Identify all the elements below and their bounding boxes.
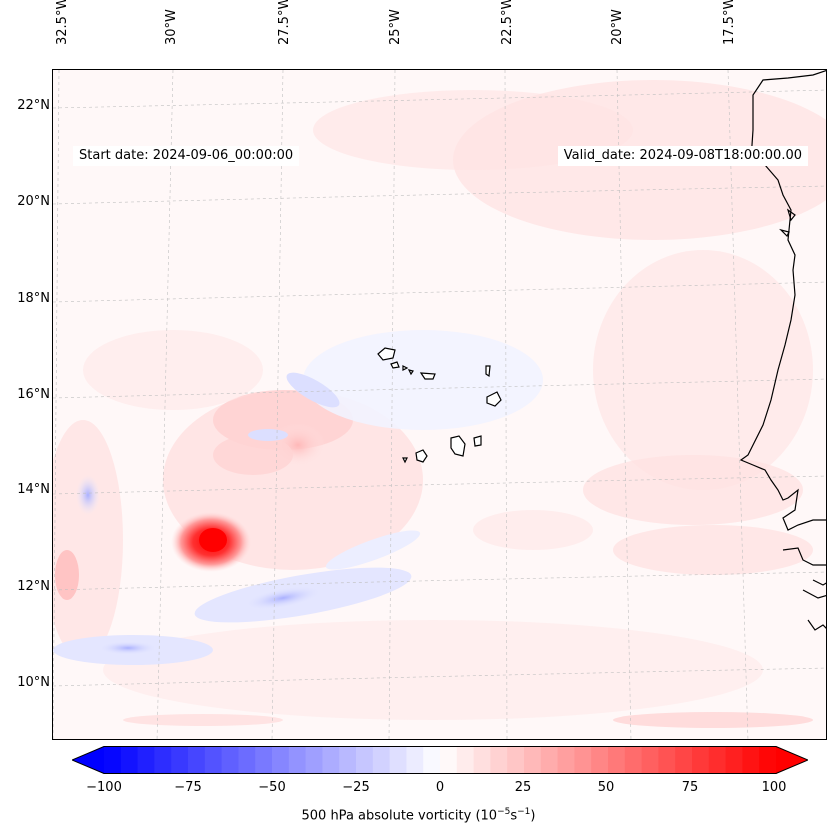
colorbar-segment — [389, 746, 407, 774]
lat-label: 22°N — [17, 98, 50, 113]
colorbar-segment — [406, 746, 424, 774]
colorbar-segment — [725, 746, 743, 774]
vorticity-maximum — [171, 512, 251, 572]
cape-verde-islands — [377, 347, 502, 464]
colorbar-tick: −25 — [342, 780, 370, 795]
colorbar-segment — [759, 746, 777, 774]
colorbar-tick: 75 — [681, 780, 699, 795]
colorbar-tick: 100 — [761, 780, 787, 795]
colorbar-segment — [490, 746, 508, 774]
colorbar-segment — [708, 746, 727, 774]
colorbar-segment — [137, 746, 155, 774]
colorbar-segment — [574, 746, 592, 774]
colorbar-segment — [557, 746, 575, 774]
vorticity-field — [53, 70, 826, 739]
colorbar-tick: 25 — [514, 780, 532, 795]
colorbar-segment — [339, 746, 357, 774]
colorbar-segment — [423, 746, 441, 774]
colorbar-segment — [104, 746, 122, 774]
lon-label: 30°W — [164, 9, 179, 45]
colorbar-segment — [507, 746, 525, 774]
colorbar-segment — [742, 746, 760, 774]
colorbar-extend-min — [72, 746, 104, 774]
colorbar-segment — [188, 746, 206, 774]
colorbar-segment — [524, 746, 542, 774]
colorbar-segment — [288, 746, 307, 774]
colorbar-segment — [171, 746, 189, 774]
colorbar-tick: 50 — [597, 780, 615, 795]
colorbar-segment — [540, 746, 559, 774]
lon-label: 32.5°W — [55, 0, 70, 45]
lon-label: 17.5°W — [722, 0, 737, 45]
valid-date-label: Valid_date: 2024-09-08T18:00:00.00 — [557, 146, 808, 166]
colorbar-segment — [591, 746, 609, 774]
colorbar-segment — [238, 746, 256, 774]
start-date-label: Start date: 2024-09-06_00:00:00 — [73, 146, 300, 166]
colorbar-segment — [624, 746, 643, 774]
colorbar-segment — [658, 746, 676, 774]
lon-label: 25°W — [388, 9, 403, 45]
lon-label: 22.5°W — [500, 0, 515, 45]
gridlines — [53, 70, 826, 739]
colorbar-segment — [221, 746, 239, 774]
lat-label: 12°N — [17, 579, 50, 594]
lat-label: 14°N — [17, 482, 50, 497]
lon-label: 27.5°W — [277, 0, 292, 45]
colorbar-tick: −100 — [86, 780, 122, 795]
colorbar-extend-max — [776, 746, 808, 774]
lat-label: 20°N — [17, 194, 50, 209]
colorbar-segment — [440, 746, 458, 774]
map-panel[interactable]: Start date: 2024-09-06_00:00:00 Valid_da… — [52, 69, 827, 740]
colorbar — [70, 746, 810, 774]
colorbar-label: 500 hPa absolute vorticity (10−5s−1) — [301, 807, 536, 824]
lat-label: 18°N — [17, 291, 50, 306]
lat-label: 16°N — [17, 387, 50, 402]
lon-label: 20°W — [610, 9, 625, 45]
colorbar-tick: −75 — [174, 780, 202, 795]
colorbar-segment — [255, 746, 273, 774]
colorbar-tick: 0 — [435, 780, 445, 795]
colorbar-segment — [120, 746, 139, 774]
colorbar-segment — [372, 746, 391, 774]
negative-vorticity-regions — [53, 330, 543, 665]
colorbar-segment — [692, 746, 710, 774]
positive-vorticity-regions — [53, 80, 826, 728]
colorbar-segment — [456, 746, 475, 774]
colorbar-segment — [356, 746, 374, 774]
colorbar-segment — [322, 746, 340, 774]
colorbar-segment — [272, 746, 290, 774]
colorbar-segment — [608, 746, 626, 774]
colorbar-segment — [473, 746, 491, 774]
colorbar-segment — [305, 746, 323, 774]
lat-label: 10°N — [17, 675, 50, 690]
colorbar-segment — [641, 746, 659, 774]
colorbar-segment — [154, 746, 172, 774]
colorbar-segment — [204, 746, 223, 774]
colorbar-tick: −50 — [258, 780, 286, 795]
colorbar-segment — [675, 746, 693, 774]
